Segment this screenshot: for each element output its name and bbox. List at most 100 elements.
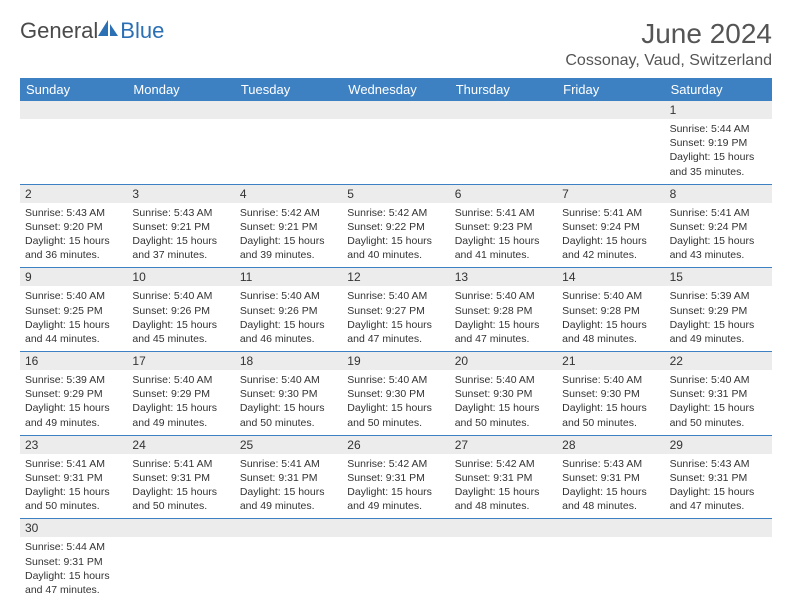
sunrise-line: Sunrise: 5:42 AM — [347, 457, 444, 471]
sunset-line: Sunset: 9:22 PM — [347, 220, 444, 234]
weeks-container: 1Sunrise: 5:44 AMSunset: 9:19 PMDaylight… — [20, 101, 772, 602]
sunset-line: Sunset: 9:31 PM — [25, 471, 122, 485]
date-number: 3 — [127, 185, 234, 203]
date-number: 26 — [342, 436, 449, 454]
date-number — [235, 101, 342, 119]
sunrise-line: Sunrise: 5:41 AM — [132, 457, 229, 471]
title-block: June 2024 Cossonay, Vaud, Switzerland — [565, 18, 772, 70]
sunset-line: Sunset: 9:20 PM — [25, 220, 122, 234]
day-cell — [557, 537, 664, 602]
weekday-header: Friday — [557, 78, 664, 101]
daylight-line: Daylight: 15 hours and 50 minutes. — [25, 485, 122, 513]
daylight-line: Daylight: 15 hours and 50 minutes. — [347, 401, 444, 429]
day-cell: Sunrise: 5:42 AMSunset: 9:31 PMDaylight:… — [342, 454, 449, 519]
sunrise-line: Sunrise: 5:41 AM — [562, 206, 659, 220]
date-number: 22 — [665, 352, 772, 370]
date-number — [342, 101, 449, 119]
week-detail-row: Sunrise: 5:40 AMSunset: 9:25 PMDaylight:… — [20, 286, 772, 352]
day-cell — [342, 119, 449, 184]
sunrise-line: Sunrise: 5:43 AM — [562, 457, 659, 471]
date-number: 21 — [557, 352, 664, 370]
daylight-line: Daylight: 15 hours and 50 minutes. — [240, 401, 337, 429]
page-header: General Blue June 2024 Cossonay, Vaud, S… — [20, 18, 772, 70]
daylight-line: Daylight: 15 hours and 48 minutes. — [455, 485, 552, 513]
sunrise-line: Sunrise: 5:42 AM — [240, 206, 337, 220]
daylight-line: Daylight: 15 hours and 50 minutes. — [455, 401, 552, 429]
daylight-line: Daylight: 15 hours and 48 minutes. — [562, 485, 659, 513]
day-cell: Sunrise: 5:41 AMSunset: 9:24 PMDaylight:… — [665, 203, 772, 268]
day-cell: Sunrise: 5:40 AMSunset: 9:31 PMDaylight:… — [665, 370, 772, 435]
day-cell: Sunrise: 5:43 AMSunset: 9:21 PMDaylight:… — [127, 203, 234, 268]
day-cell: Sunrise: 5:40 AMSunset: 9:26 PMDaylight:… — [235, 286, 342, 351]
daylight-line: Daylight: 15 hours and 49 minutes. — [670, 318, 767, 346]
sunset-line: Sunset: 9:27 PM — [347, 304, 444, 318]
month-title: June 2024 — [565, 18, 772, 50]
daylight-line: Daylight: 15 hours and 37 minutes. — [132, 234, 229, 262]
sunset-line: Sunset: 9:30 PM — [347, 387, 444, 401]
date-number: 6 — [450, 185, 557, 203]
daylight-line: Daylight: 15 hours and 43 minutes. — [670, 234, 767, 262]
sunrise-line: Sunrise: 5:40 AM — [132, 289, 229, 303]
week-detail-row: Sunrise: 5:44 AMSunset: 9:19 PMDaylight:… — [20, 119, 772, 185]
logo-text-blue: Blue — [120, 18, 164, 44]
date-number: 10 — [127, 268, 234, 286]
week-detail-row: Sunrise: 5:43 AMSunset: 9:20 PMDaylight:… — [20, 203, 772, 269]
sunrise-line: Sunrise: 5:41 AM — [25, 457, 122, 471]
day-cell — [557, 119, 664, 184]
day-cell: Sunrise: 5:41 AMSunset: 9:24 PMDaylight:… — [557, 203, 664, 268]
day-cell: Sunrise: 5:41 AMSunset: 9:31 PMDaylight:… — [235, 454, 342, 519]
sunset-line: Sunset: 9:31 PM — [455, 471, 552, 485]
sunrise-line: Sunrise: 5:42 AM — [455, 457, 552, 471]
date-number: 27 — [450, 436, 557, 454]
date-number: 25 — [235, 436, 342, 454]
week-detail-row: Sunrise: 5:39 AMSunset: 9:29 PM Daylight:… — [20, 370, 772, 436]
date-number — [20, 101, 127, 119]
daylight-line: Daylight: 15 hours and 40 minutes. — [347, 234, 444, 262]
sunrise-line: Sunrise: 5:40 AM — [240, 373, 337, 387]
day-cell — [20, 119, 127, 184]
weekday-header: Saturday — [665, 78, 772, 101]
logo-sail-icon — [98, 20, 120, 43]
daylight-line: Daylight: 15 hours and 35 minutes. — [670, 150, 767, 178]
daylight-line: Daylight: 15 hours and 36 minutes. — [25, 234, 122, 262]
daylight-line: Daylight: 15 hours and 39 minutes. — [240, 234, 337, 262]
daylight-line: Daylight: 15 hours and 48 minutes. — [562, 318, 659, 346]
day-cell: Sunrise: 5:42 AMSunset: 9:31 PMDaylight:… — [450, 454, 557, 519]
date-number — [450, 101, 557, 119]
sunset-line: Sunset: 9:29 PM — [25, 387, 122, 401]
date-number: 13 — [450, 268, 557, 286]
day-cell: Sunrise: 5:40 AMSunset: 9:30 PMDaylight:… — [235, 370, 342, 435]
sunrise-line: Sunrise: 5:39 AM — [25, 373, 122, 387]
date-number: 18 — [235, 352, 342, 370]
sunset-line: Sunset: 9:31 PM — [240, 471, 337, 485]
daylight-line: Daylight: 15 hours and 47 minutes. — [25, 569, 122, 597]
daylight-line: Daylight: 15 hours and 50 minutes. — [132, 485, 229, 513]
date-number: 5 — [342, 185, 449, 203]
date-number: 24 — [127, 436, 234, 454]
daylight-line: Daylight: 15 hours and 44 minutes. — [25, 318, 122, 346]
sunset-line: Sunset: 9:31 PM — [670, 387, 767, 401]
sunrise-line: Sunrise: 5:41 AM — [670, 206, 767, 220]
day-cell — [127, 537, 234, 602]
date-number: 19 — [342, 352, 449, 370]
sunset-line: Sunset: 9:31 PM — [132, 471, 229, 485]
sunrise-line: Sunrise: 5:44 AM — [670, 122, 767, 136]
sunrise-line: Sunrise: 5:40 AM — [455, 373, 552, 387]
day-cell: Sunrise: 5:40 AMSunset: 9:28 PMDaylight:… — [450, 286, 557, 351]
sunrise-line: Sunrise: 5:40 AM — [455, 289, 552, 303]
sunrise-line: Sunrise: 5:40 AM — [562, 373, 659, 387]
sunrise-line: Sunrise: 5:40 AM — [132, 373, 229, 387]
daylight-line: Daylight: 15 hours and 46 minutes. — [240, 318, 337, 346]
day-cell: Sunrise: 5:44 AMSunset: 9:19 PMDaylight:… — [665, 119, 772, 184]
weekday-header: Tuesday — [235, 78, 342, 101]
calendar-grid: SundayMondayTuesdayWednesdayThursdayFrid… — [20, 78, 772, 602]
date-number — [235, 519, 342, 537]
sunset-line: Sunset: 9:31 PM — [347, 471, 444, 485]
day-cell — [235, 119, 342, 184]
sunset-line: Sunset: 9:26 PM — [132, 304, 229, 318]
week-detail-row: Sunrise: 5:44 AMSunset: 9:31 PMDaylight:… — [20, 537, 772, 602]
sunset-line: Sunset: 9:19 PM — [670, 136, 767, 150]
sunrise-line: Sunrise: 5:42 AM — [347, 206, 444, 220]
daylight-line: Daylight: 15 hours and 47 minutes. — [455, 318, 552, 346]
weekday-header-row: SundayMondayTuesdayWednesdayThursdayFrid… — [20, 78, 772, 101]
